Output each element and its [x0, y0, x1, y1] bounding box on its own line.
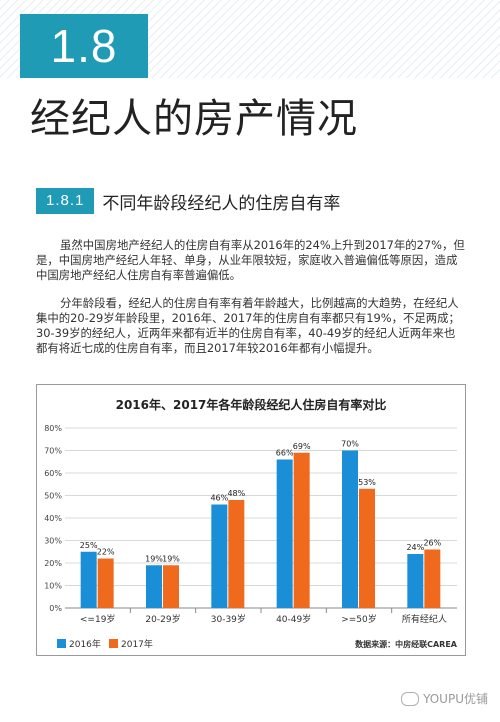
- data-label: 69%: [293, 442, 311, 451]
- subsection-title: 不同年龄段经纪人的住房自有率: [102, 193, 341, 214]
- bar: [276, 459, 293, 608]
- data-label: 25%: [80, 541, 98, 550]
- watermark-text: YOUPU优铺: [423, 692, 488, 706]
- header-band: 1.8: [0, 0, 500, 78]
- x-tick-label: 40-49岁: [276, 613, 311, 625]
- data-label: 24%: [406, 543, 424, 552]
- bar: [342, 450, 358, 608]
- bar: [146, 565, 162, 608]
- data-label: 70%: [341, 440, 359, 449]
- data-label: 19%: [162, 554, 180, 563]
- x-tick-label: >=50岁: [341, 613, 377, 625]
- x-tick-label: 30-39岁: [211, 613, 246, 625]
- y-tick-label: 20%: [44, 559, 62, 568]
- section-number: 1.8: [20, 14, 148, 78]
- legend-label: 2017年: [121, 638, 153, 650]
- chart-source: 数据来源：中房经联CAREA: [355, 639, 458, 649]
- watermark: YOUPU优铺: [401, 690, 488, 707]
- x-tick-label: <=19岁: [80, 613, 116, 625]
- chart-container: 2016年、2017年各年龄段经纪人住房自有率对比 0% 10% 20% 30% 40% 5…: [36, 384, 466, 656]
- y-tick-label: 50%: [44, 492, 62, 501]
- y-tick-label: 30%: [44, 537, 62, 546]
- legend-label: 2016年: [69, 638, 101, 650]
- x-tick-label: 所有经纪人: [402, 613, 447, 625]
- y-tick-label: 70%: [44, 447, 62, 456]
- y-tick-label: 40%: [44, 514, 62, 523]
- paragraph-age-analysis: 分年龄段看，经纪人的住房自有率有着年龄越大，比例越高的大趋势，在经纪人集中的20…: [36, 296, 460, 355]
- bar-chart: 2016年、2017年各年龄段经纪人住房自有率对比 0% 10% 20% 30% 40% 5…: [44, 397, 458, 650]
- bar: [228, 500, 245, 608]
- y-tick-label: 80%: [44, 424, 62, 433]
- legend-swatch: [57, 639, 66, 648]
- data-label: 48%: [227, 489, 245, 498]
- data-label: 26%: [423, 539, 441, 548]
- subsection-number: 1.8.1: [36, 188, 95, 214]
- y-tick-label: 60%: [44, 469, 62, 478]
- page-title: 经纪人的房产情况: [30, 96, 358, 142]
- x-tick-label: 20-29岁: [145, 613, 180, 625]
- bar: [97, 558, 114, 608]
- bar: [293, 452, 310, 608]
- data-label: 19%: [145, 554, 163, 563]
- bar: [407, 554, 424, 608]
- data-label: 46%: [210, 494, 228, 503]
- data-label: 22%: [97, 548, 115, 557]
- paragraph-intro: 虽然中国房地产经纪人的住房自有率从2016年的24%上升到2017年的27%，但…: [36, 238, 465, 282]
- y-tick-label: 10%: [44, 582, 62, 591]
- bar: [211, 504, 228, 608]
- subsection-header: 1.8.1 不同年龄段经纪人的住房自有率: [36, 188, 340, 214]
- y-tick-label: 0%: [49, 604, 62, 613]
- bar: [163, 565, 179, 608]
- data-label: 53%: [358, 478, 376, 487]
- bar: [359, 488, 375, 608]
- bar: [80, 551, 97, 608]
- wechat-icon: [401, 691, 420, 706]
- data-label: 66%: [276, 449, 294, 458]
- legend-swatch: [109, 639, 118, 648]
- bar: [424, 549, 441, 608]
- chart-title: 2016年、2017年各年龄段经纪人住房自有率对比: [116, 397, 387, 412]
